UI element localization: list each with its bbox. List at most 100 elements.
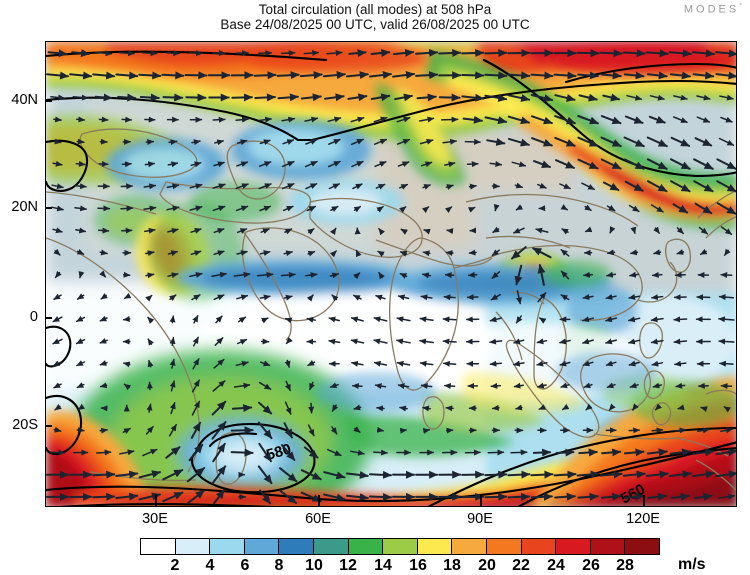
wind-vector	[329, 341, 340, 343]
wind-vector	[379, 229, 382, 233]
colorbar-swatch-3	[245, 539, 280, 554]
wind-vector	[674, 96, 687, 99]
map-field-container: 580 560	[46, 42, 736, 506]
wind-vector	[610, 406, 613, 410]
colorbar-swatch-14	[625, 539, 659, 554]
wind-vector	[625, 159, 644, 168]
wind-vector	[602, 452, 620, 453]
x-axis-label-30e: 30E	[142, 511, 168, 527]
wind-vector	[144, 208, 156, 210]
x-axis-label-120e: 120E	[626, 511, 660, 527]
wind-vector	[487, 140, 504, 143]
wind-vector	[280, 491, 296, 503]
wind-vector	[602, 138, 621, 147]
colorbar-swatch-11	[522, 539, 557, 554]
wind-vector	[259, 119, 271, 121]
wind-vector	[671, 451, 690, 453]
wind-vector	[285, 296, 292, 298]
wind-vector	[232, 97, 252, 98]
wind-vector	[259, 423, 272, 439]
wind-vector	[485, 497, 506, 498]
wind-vector	[695, 496, 711, 498]
wind-vector	[537, 363, 547, 365]
wind-vector	[720, 363, 733, 364]
colorbar-swatch-4	[279, 539, 314, 554]
wind-vector	[78, 251, 84, 254]
wind-vector	[425, 207, 429, 210]
colorbar-swatch-2	[210, 539, 245, 554]
wind-vector	[491, 295, 500, 300]
wind-vector	[533, 248, 550, 257]
wind-vector	[648, 138, 667, 147]
wind-vector	[583, 318, 593, 320]
wind-vector	[282, 445, 294, 460]
wind-vector	[420, 341, 433, 343]
wind-vector	[328, 118, 340, 121]
wind-vector	[485, 96, 506, 100]
colorbar-swatch-7	[383, 539, 418, 554]
wind-vector	[75, 186, 86, 187]
wind-vector	[309, 229, 314, 233]
wind-vector	[601, 53, 622, 54]
wind-vector	[213, 444, 225, 462]
wind-vector	[631, 252, 638, 253]
wind-vector	[601, 474, 622, 476]
wind-vector	[259, 403, 271, 414]
wind-vector	[416, 75, 437, 76]
wind-vector	[102, 273, 105, 277]
wind-vector	[722, 386, 732, 387]
wind-vector	[47, 74, 68, 76]
wind-vector	[626, 182, 643, 191]
x-tick-90e	[480, 495, 482, 507]
wind-vector	[625, 452, 644, 454]
wind-vector	[423, 274, 431, 275]
map-plot-area[interactable]: 580 560	[45, 41, 737, 507]
wind-vector	[370, 74, 391, 76]
wind-vector	[721, 118, 732, 122]
wind-vector	[329, 162, 340, 167]
wind-vector	[720, 139, 734, 146]
wind-vector	[648, 74, 667, 76]
wind-vector	[647, 474, 668, 476]
colorbar[interactable]	[140, 538, 660, 555]
wind-vector	[188, 468, 204, 481]
wind-vector	[721, 429, 732, 431]
wind-vector	[648, 181, 667, 191]
wind-vector	[423, 185, 430, 188]
wind-vector	[347, 496, 368, 498]
wind-vector	[693, 52, 714, 54]
wind-vector	[54, 295, 61, 299]
wind-vector	[490, 163, 501, 164]
wind-vector	[302, 97, 321, 99]
wind-vector	[603, 96, 619, 100]
wind-vector	[96, 97, 112, 98]
wind-vector	[261, 252, 270, 254]
wind-vector	[283, 184, 294, 189]
wind-vector	[352, 162, 363, 167]
wind-vector	[584, 275, 592, 276]
wind-vector	[579, 452, 597, 453]
wind-vector	[214, 163, 224, 166]
wind-vector	[97, 452, 111, 453]
wind-vector	[52, 207, 63, 209]
wind-vector	[532, 496, 552, 497]
wind-vector	[698, 430, 709, 432]
wind-vector	[167, 185, 178, 187]
wind-vector	[145, 230, 155, 232]
wind-vector	[401, 207, 405, 210]
wind-vector	[464, 119, 482, 121]
wind-vector	[675, 363, 686, 364]
wind-vector	[495, 206, 496, 210]
y-tick-20n	[45, 207, 52, 209]
wind-vector	[652, 205, 663, 212]
wind-vector	[586, 230, 591, 232]
wind-vector	[147, 427, 153, 434]
wind-vector	[376, 296, 385, 299]
wind-vector	[509, 497, 529, 498]
wind-vector	[330, 274, 338, 276]
wind-vector	[585, 207, 591, 211]
wind-vector	[260, 296, 270, 298]
wind-vector	[190, 185, 202, 188]
wind-vector	[720, 96, 733, 99]
wind-vector	[625, 496, 643, 498]
